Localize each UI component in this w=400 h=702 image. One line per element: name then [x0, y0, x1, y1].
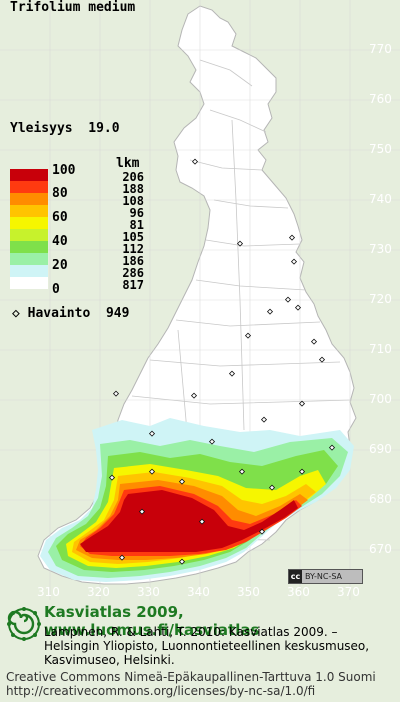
legend-percent: 0 [52, 282, 60, 297]
fern-spiral-icon [7, 607, 41, 645]
observation-points [108, 158, 336, 565]
legend-count: 206 [122, 170, 144, 184]
legend-count-header: lkm [116, 156, 140, 171]
grid-x-label: 360 [287, 585, 310, 599]
legend-count: 186 [122, 254, 144, 268]
grid-y-label: 750 [369, 142, 392, 156]
cc-icon: cc [289, 570, 302, 583]
grid-y-label: 680 [369, 492, 392, 506]
license-line: Creative Commons Nimeä-Epäkaupallinen-Ta… [6, 670, 376, 684]
legend-count: 112 [122, 242, 144, 256]
legend-swatch [10, 169, 48, 181]
license-url[interactable]: http://creativecommons.org/licenses/by-n… [6, 684, 316, 698]
atlas-title-link[interactable]: Kasviatlas 2009, www.luomus.fi/kasviatla… [44, 603, 260, 639]
grid-y-label: 720 [369, 292, 392, 306]
legend-swatch [10, 193, 48, 205]
legend-percent: 20 [52, 258, 68, 273]
legend-count: 81 [129, 218, 144, 232]
reference-citation: Lampinen, R. & Lahti, T. 2010: Kasviatla… [44, 625, 394, 667]
observation-label: Havainto [27, 306, 91, 321]
grid-y-label: 770 [369, 42, 392, 56]
legend-swatch [10, 241, 48, 253]
grid-y-label: 730 [369, 242, 392, 256]
legend-count: 96 [129, 206, 144, 220]
legend-percent: 100 [52, 163, 76, 178]
grid-y-label: 670 [369, 542, 392, 556]
reference-line: Kasvimuseo, Helsinki. [44, 653, 175, 667]
grid-y-label: 760 [369, 92, 392, 106]
legend-count: 188 [122, 182, 144, 196]
legend-count: 817 [122, 278, 144, 292]
grid-x-label: 350 [237, 585, 260, 599]
grid-x-label: 310 [37, 585, 60, 599]
legend-swatch [10, 253, 48, 265]
reference-line: Helsingin Yliopisto, Luonnontieteellinen… [44, 639, 370, 653]
grid-x-label: 370 [337, 585, 360, 599]
legend-percent: 40 [52, 234, 68, 249]
frequency-heatmap [40, 418, 354, 582]
legend-count: 108 [122, 194, 144, 208]
grid-y-label: 740 [369, 192, 392, 206]
legend-swatch [10, 217, 48, 229]
legend-count: 105 [122, 230, 144, 244]
grid-x-label: 330 [137, 585, 160, 599]
grid-y-label: 690 [369, 442, 392, 456]
distribution-map: Trifolium medium Yleisyys 19.0 lkm 100 8… [0, 0, 400, 600]
license-text: Creative Commons Nimeä-Epäkaupallinen-Ta… [6, 670, 376, 698]
license-badge[interactable]: cc BY-NC-SA [288, 569, 363, 584]
frequency-index: Yleisyys 19.0 [10, 121, 120, 136]
legend-swatch [10, 205, 48, 217]
species-title: Trifolium medium [10, 0, 136, 15]
grid-y-label: 700 [369, 392, 392, 406]
observation-count: 949 [105, 306, 130, 321]
observation-diamond-icon: ◇ [12, 306, 20, 321]
legend-swatch [10, 277, 48, 289]
frequency-label: Yleisyys [10, 121, 73, 136]
grid-x-label: 340 [187, 585, 210, 599]
license-badge-text: BY-NC-SA [305, 572, 343, 581]
finland-map [0, 0, 400, 600]
frequency-value: 19.0 [88, 121, 120, 136]
grid-y-label: 710 [369, 342, 392, 356]
legend-swatch [10, 229, 48, 241]
legend-count: 286 [122, 266, 144, 280]
reference-line: Lampinen, R. & Lahti, T. 2010: Kasviatla… [44, 625, 338, 639]
legend-percent: 60 [52, 210, 68, 225]
observation-legend: ◇ Havainto 949 [12, 306, 129, 321]
legend-swatch [10, 265, 48, 277]
legend-percent: 80 [52, 186, 68, 201]
legend-swatch [10, 181, 48, 193]
grid-x-label: 320 [87, 585, 110, 599]
